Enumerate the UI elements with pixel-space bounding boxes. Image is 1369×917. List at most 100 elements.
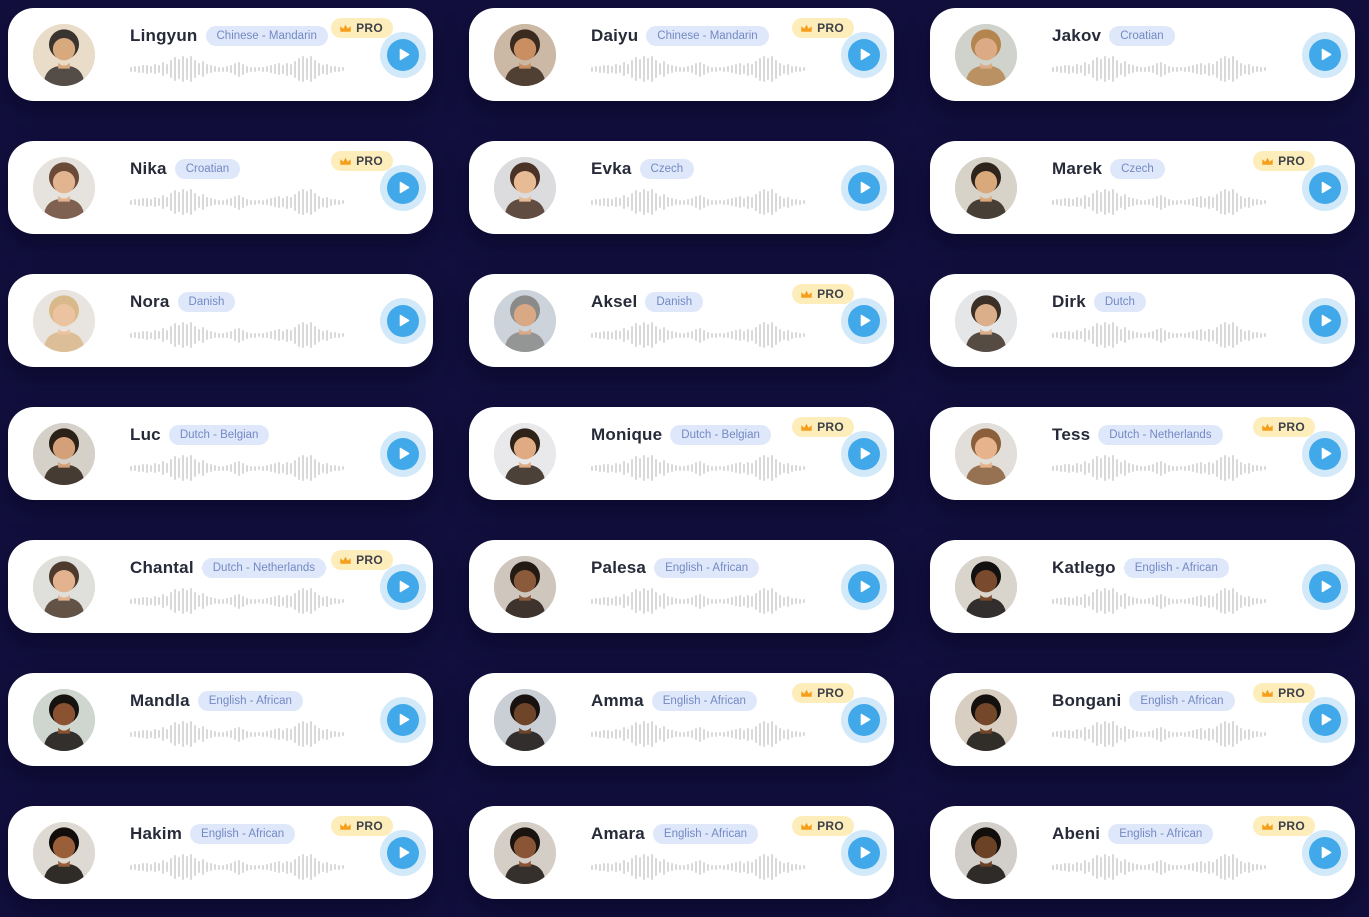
waveform	[591, 720, 805, 748]
voice-card[interactable]: PRO Palesa English - African	[469, 540, 894, 633]
play-icon	[399, 713, 409, 726]
voice-card[interactable]: PRO Lingyun Chinese - Mandarin	[8, 8, 433, 101]
voice-info: Nika Croatian	[130, 158, 344, 217]
name-row: Jakov Croatian	[1052, 25, 1266, 47]
waveform	[1052, 188, 1266, 216]
play-button[interactable]	[841, 164, 887, 211]
play-icon	[399, 181, 409, 194]
avatar	[955, 23, 1017, 86]
language-badge: Czech	[639, 158, 695, 180]
play-button[interactable]	[1302, 430, 1348, 477]
person-icon	[33, 422, 95, 485]
voice-name: Lingyun	[130, 26, 198, 45]
voice-name: Chantal	[130, 558, 194, 577]
pro-badge-label: PRO	[817, 819, 844, 833]
language-badge: English - African	[190, 823, 296, 845]
play-button[interactable]	[380, 696, 426, 743]
play-button[interactable]	[380, 297, 426, 344]
waveform	[1052, 321, 1266, 349]
voice-card[interactable]: PRO Evka Czech	[469, 141, 894, 234]
voice-card[interactable]: PRO Luc Dutch - Belgian	[8, 407, 433, 500]
play-icon	[860, 447, 870, 460]
voice-card[interactable]: PRO Nika Croatian	[8, 141, 433, 234]
voice-card[interactable]: PRO Monique Dutch - Belgian	[469, 407, 894, 500]
play-button[interactable]	[1302, 164, 1348, 211]
play-icon	[399, 580, 409, 593]
pro-badge-label: PRO	[356, 21, 383, 35]
person-icon	[33, 289, 95, 352]
play-button[interactable]	[1302, 829, 1348, 876]
person-icon	[33, 23, 95, 86]
voice-info: Lingyun Chinese - Mandarin	[130, 25, 344, 84]
name-row: Nika Croatian	[130, 158, 344, 180]
name-row: Hakim English - African	[130, 823, 344, 845]
avatar	[33, 555, 95, 618]
voice-name: Katlego	[1052, 558, 1116, 577]
play-button[interactable]	[380, 829, 426, 876]
voice-card[interactable]: PRO Aksel Danish	[469, 274, 894, 367]
person-icon	[33, 821, 95, 884]
person-icon	[494, 289, 556, 352]
play-icon	[860, 713, 870, 726]
name-row: Marek Czech	[1052, 158, 1266, 180]
play-button[interactable]	[380, 430, 426, 477]
voice-card[interactable]: PRO Tess Dutch - Netherlands	[930, 407, 1355, 500]
voice-card[interactable]: PRO Jakov Croatian	[930, 8, 1355, 101]
pro-badge-label: PRO	[1278, 154, 1305, 168]
play-button[interactable]	[841, 430, 887, 477]
avatar	[33, 23, 95, 86]
pro-badge: PRO	[792, 816, 854, 836]
voice-card[interactable]: PRO Amma English - African	[469, 673, 894, 766]
avatar	[33, 289, 95, 352]
avatar	[494, 23, 556, 86]
voice-name: Tess	[1052, 425, 1091, 444]
voice-card[interactable]: PRO Marek Czech	[930, 141, 1355, 234]
voice-info: Luc Dutch - Belgian	[130, 424, 344, 483]
voice-card[interactable]: PRO Bongani English - African	[930, 673, 1355, 766]
play-button-inner	[848, 836, 880, 869]
voice-card[interactable]: PRO Abeni English - African	[930, 806, 1355, 899]
play-button[interactable]	[380, 164, 426, 211]
pro-badge: PRO	[331, 816, 393, 836]
voice-info: Jakov Croatian	[1052, 25, 1266, 84]
crown-icon	[801, 822, 812, 830]
pro-badge-label: PRO	[356, 553, 383, 567]
pro-badge-label: PRO	[1278, 686, 1305, 700]
voice-name: Dirk	[1052, 292, 1086, 311]
play-button[interactable]	[841, 297, 887, 344]
play-button[interactable]	[1302, 563, 1348, 610]
play-icon	[860, 846, 870, 859]
play-button[interactable]	[380, 563, 426, 610]
play-button[interactable]	[841, 829, 887, 876]
play-button[interactable]	[841, 696, 887, 743]
voice-card[interactable]: PRO Chantal Dutch - Netherlands	[8, 540, 433, 633]
name-row: Aksel Danish	[591, 291, 805, 313]
play-icon	[1321, 48, 1331, 61]
voice-name: Amara	[591, 824, 645, 843]
voice-card[interactable]: PRO Amara English - African	[469, 806, 894, 899]
voice-info: Hakim English - African	[130, 823, 344, 882]
play-button[interactable]	[841, 31, 887, 78]
voice-card[interactable]: PRO Mandla English - African	[8, 673, 433, 766]
name-row: Lingyun Chinese - Mandarin	[130, 25, 344, 47]
play-icon	[1321, 181, 1331, 194]
voice-info: Amara English - African	[591, 823, 805, 882]
pro-badge-label: PRO	[356, 154, 383, 168]
play-button[interactable]	[1302, 297, 1348, 344]
play-button[interactable]	[380, 31, 426, 78]
play-button[interactable]	[1302, 696, 1348, 743]
avatar	[494, 289, 556, 352]
play-button-inner	[848, 38, 880, 71]
voice-card[interactable]: PRO Katlego English - African	[930, 540, 1355, 633]
voice-card[interactable]: PRO Daiyu Chinese - Mandarin	[469, 8, 894, 101]
waveform	[591, 55, 805, 83]
voice-card[interactable]: PRO Dirk Dutch	[930, 274, 1355, 367]
voice-card[interactable]: PRO Nora Danish	[8, 274, 433, 367]
pro-badge: PRO	[331, 18, 393, 38]
avatar	[494, 821, 556, 884]
language-badge: English - African	[654, 557, 760, 579]
play-button[interactable]	[841, 563, 887, 610]
voice-card[interactable]: PRO Hakim English - African	[8, 806, 433, 899]
name-row: Tess Dutch - Netherlands	[1052, 424, 1266, 446]
play-button[interactable]	[1302, 31, 1348, 78]
